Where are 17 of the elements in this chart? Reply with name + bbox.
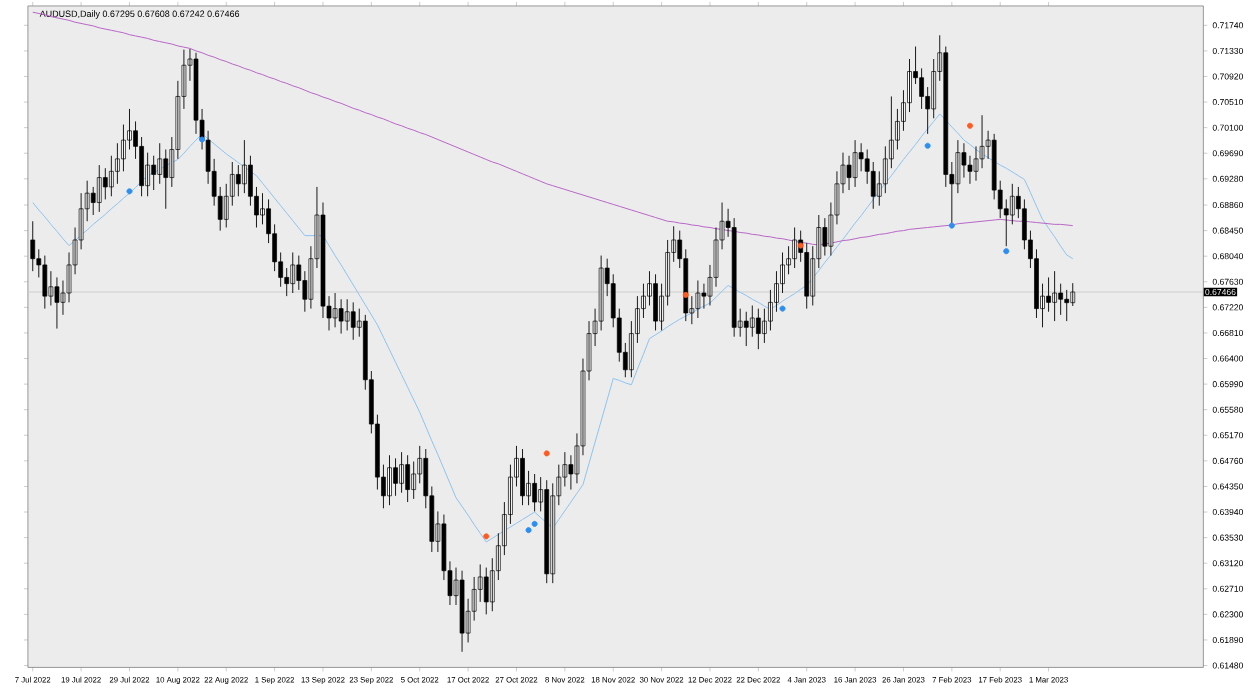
point <box>525 526 532 533</box>
point <box>966 122 973 129</box>
candlestick <box>743 310 749 347</box>
candlestick <box>332 292 338 328</box>
point <box>126 188 133 194</box>
point <box>1003 247 1010 254</box>
point <box>543 450 550 457</box>
point <box>199 136 206 143</box>
candlestick <box>483 566 489 615</box>
point <box>924 142 931 149</box>
candlestick <box>338 298 344 334</box>
candlestick <box>1052 270 1057 322</box>
point <box>779 305 786 312</box>
point <box>948 222 955 229</box>
point <box>531 520 538 527</box>
point <box>682 291 689 298</box>
point <box>483 533 490 540</box>
